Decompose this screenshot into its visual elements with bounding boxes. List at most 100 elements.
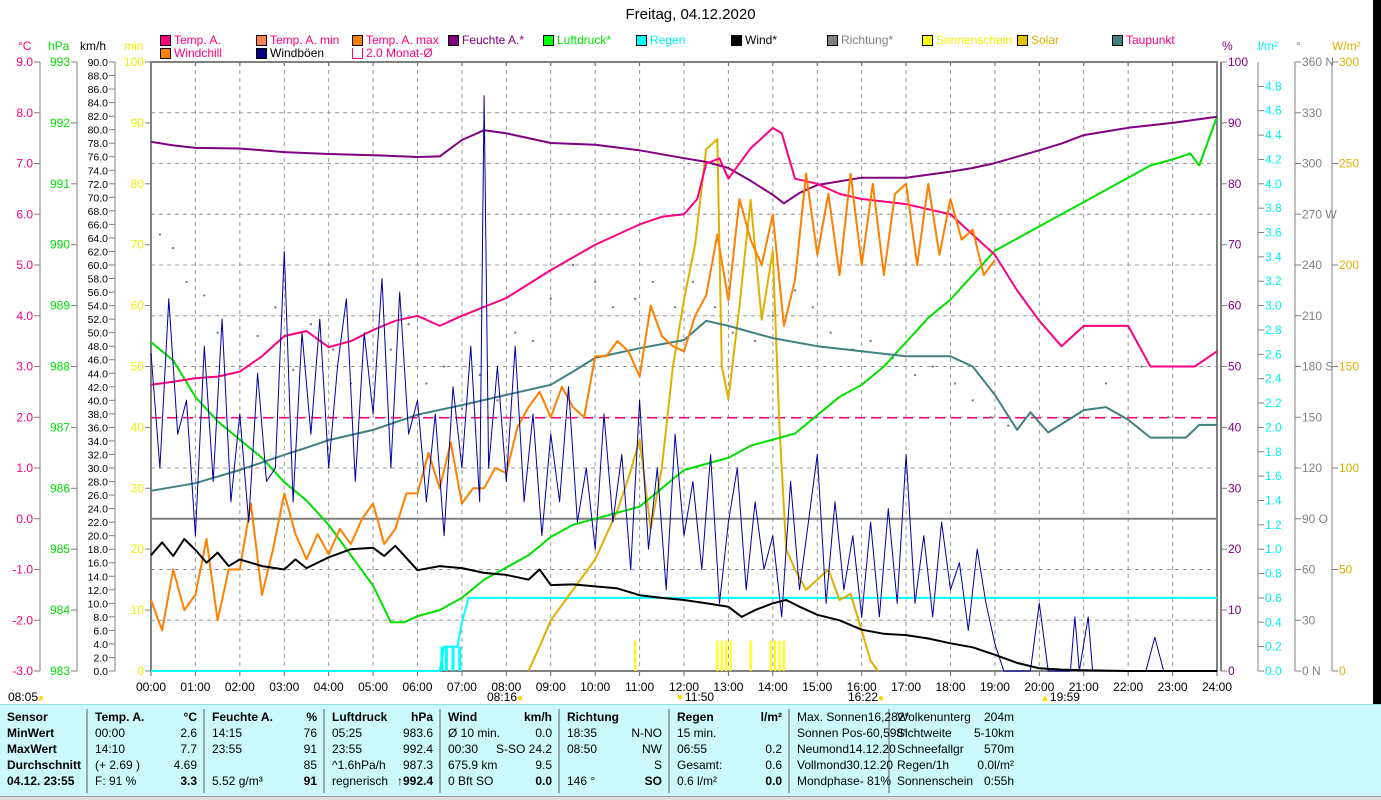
axis-label-°C: 5.0 (16, 258, 33, 272)
panel-label: Sensor (7, 710, 48, 724)
axis-label-km/h: 24.0 (88, 504, 109, 516)
panel-label: 23:55 (332, 742, 363, 756)
axis-label-km/h: 2.0 (93, 652, 108, 664)
axis-label-°: 150 (1302, 410, 1322, 424)
panel-row: regnerisch ↑992.4 (325, 773, 439, 789)
panel-value: 5-10km (973, 726, 1014, 740)
legend-swatch-icon (1017, 34, 1028, 46)
axis-label-min: 30 (131, 481, 145, 495)
panel-label: Feuchte A. (212, 710, 273, 724)
panel-row: 08:50 NW (560, 741, 668, 757)
axis-label-l/m²: 1.0 (1265, 542, 1282, 556)
panel-label: Sonnen Pos (797, 726, 863, 740)
axis-label-°C: 7.0 (16, 157, 33, 171)
panel-value: 9.5 (535, 758, 552, 772)
axis-label-km/h: 74.0 (88, 165, 109, 177)
axis-label-W/m²: 50 (1339, 563, 1353, 577)
x-tick-label: 09:00 (536, 680, 566, 694)
panel-row: 0 Bft SO 0.0 (441, 773, 558, 789)
axis-label-hPa: 990 (50, 238, 70, 252)
legend-label: Temp. A. (174, 33, 221, 47)
direction-dot (407, 323, 410, 326)
x-tick-label: 03:00 (269, 680, 299, 694)
direction-dot (460, 407, 464, 410)
axis-label-min: 60 (131, 299, 145, 313)
panel-value: S-SO 24.2 (495, 742, 552, 756)
x-tick-label: 12:00 (669, 680, 699, 694)
panel-label: Wolkenunterg (897, 710, 971, 724)
axis-label-l/m²: 0.2 (1265, 640, 1282, 654)
direction-dot (771, 314, 775, 317)
axis-label-km/h: 0.0 (93, 666, 108, 678)
x-tick-label: 18:00 (935, 680, 965, 694)
axis-label-km/h: 22.0 (88, 517, 109, 529)
axis-label-°: 120 (1302, 461, 1322, 475)
legend-item: Temp. A. max (352, 33, 439, 47)
axis-label-km/h: 48.0 (88, 341, 109, 353)
axis-label-km/h: 34.0 (88, 436, 109, 448)
panel-label: Sichtweite (897, 726, 952, 740)
x-tick-label: 17:00 (891, 680, 921, 694)
panel-label: Schneefallgr (897, 742, 964, 756)
axis-label-km/h: 44.0 (88, 368, 109, 380)
panel-column: Temp. A. °C 00:00 2.6 14:10 7.7 (+ 2.69 ) 4.69 F… (88, 709, 205, 793)
axis-label-hPa: 986 (50, 481, 70, 495)
legend-label: Windböen (270, 46, 325, 60)
axis-label-l/m²: 3.8 (1265, 201, 1282, 215)
panel-row: 675.9 km 9.5 (441, 757, 558, 773)
panel-row: 14:10 7.7 (88, 741, 203, 757)
direction-dot (371, 314, 375, 317)
panel-value: -60,598° (862, 726, 908, 740)
legend-item: Regen (636, 33, 685, 47)
legend-swatch-icon (256, 34, 267, 46)
rain-bar (444, 646, 448, 671)
axis-label-hPa: 991 (50, 177, 70, 191)
panel-value: 0.0l/m² (977, 758, 1014, 772)
x-tick-label: 14:00 (758, 680, 788, 694)
panel-label: Max. Sonnen (797, 710, 868, 724)
axis-label-l/m²: 1.8 (1265, 445, 1282, 459)
panel-row: 05:25 983.6 (325, 725, 439, 741)
legend-item: Temp. A. min (256, 33, 339, 47)
legend-label: Temp. A. min (270, 33, 340, 47)
axis-label-km/h: 68.0 (88, 206, 109, 218)
direction-dot (953, 382, 957, 385)
axis-label-km/h: 52.0 (88, 314, 109, 326)
panel-row: Regen/1h 0.0l/m² (890, 757, 1020, 773)
series-line-wind (150, 538, 1217, 672)
panel-label: Gesamt: (677, 758, 723, 772)
axis-label-°C: 0.0 (16, 512, 33, 526)
panel-header: Richtung (560, 709, 668, 725)
axis-label-min: 20 (131, 542, 145, 556)
axis-label-l/m²: 2.8 (1265, 323, 1282, 337)
panel-value: 85 (303, 758, 317, 772)
series-line-solar (527, 138, 879, 672)
panel-value: S (653, 758, 662, 772)
sun-marker-time: 16:22 (848, 690, 879, 704)
axis-label-km/h: 4.0 (93, 639, 108, 651)
axis-label-l/m²: 1.6 (1265, 469, 1282, 483)
axis-label-l/m²: 4.8 (1265, 79, 1282, 93)
panel-column: Feuchte A.% 14:15 76 23:55 91 85 5.52 g/m³ 91 (205, 709, 325, 793)
panel-row: Durchschnitt (0, 757, 86, 773)
legend-swatch-icon (352, 47, 363, 59)
axis-label-min: 10 (131, 603, 145, 617)
legend-item: Windchill (160, 46, 222, 60)
x-tick-label: 00:00 (136, 680, 166, 694)
axis-label-%: 40 (1228, 420, 1242, 434)
axis-label-°C: -1.0 (12, 563, 33, 577)
legend-label: Sonnenschein (936, 33, 1013, 47)
axis-label-km/h: 86.0 (88, 84, 109, 96)
axis-label-°C: 2.0 (16, 410, 33, 424)
x-tick-label: 08:00 (491, 680, 521, 694)
axis-label-km/h: 20.0 (88, 531, 109, 543)
panel-value: 7.7 (180, 742, 197, 756)
x-tick-label: 07:00 (447, 680, 477, 694)
axis-label-W/m²: 300 (1339, 55, 1359, 69)
panel-value: N-NO (631, 726, 662, 740)
panel-label: 675.9 km (448, 758, 498, 772)
panel-row: 23:55 91 (205, 741, 323, 757)
axis-label-km/h: 80.0 (88, 125, 109, 137)
axis-label-°C: 4.0 (16, 309, 33, 323)
panel-column: Regen l/m² 15 min. 06:55 0.2 Gesamt: 0.6 0.6 l/… (670, 709, 790, 793)
